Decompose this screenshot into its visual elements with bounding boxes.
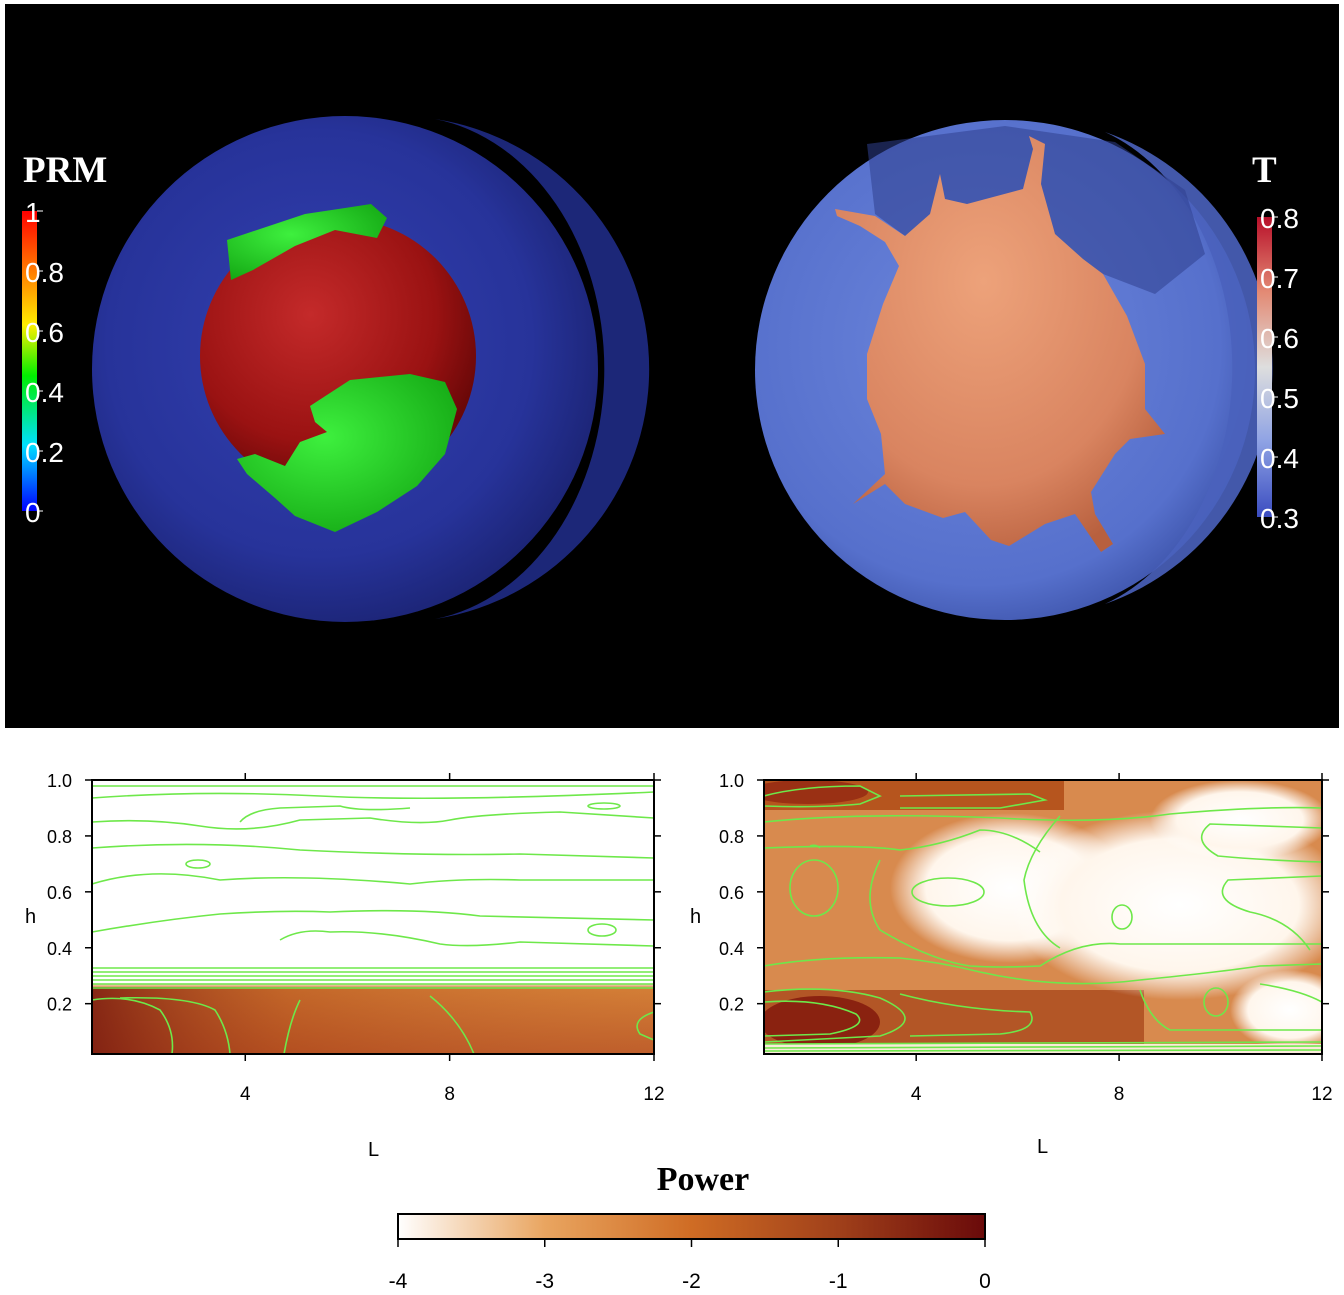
colorbar-tick-label: 0.6 [25, 317, 64, 348]
y-tick-label: 1.0 [719, 771, 744, 791]
right-heatmap: 4 8 12 1.0 0.8 0.6 0.4 0.2 h L [690, 771, 1333, 1158]
render-panel: PRM 1 0.8 0.6 0.4 0.2 0 T 0.8 0.7 0.6 0.5 0.4 0.3 [5, 4, 1339, 728]
t-colorbar-gradient [1257, 217, 1272, 517]
colorbar-tick-label: 0 [25, 497, 41, 528]
colorbar-tick-label: 0.8 [25, 257, 64, 288]
colorbar-tick-label: 0.7 [1260, 263, 1299, 294]
colorbar-tick-label: 1 [25, 197, 41, 228]
colorbar-tick-label: 0.8 [1260, 203, 1299, 234]
left-upper-patch [227, 204, 387, 280]
x-tick-label: 8 [1114, 1084, 1125, 1105]
colorbar-tick-label: 0.3 [1260, 503, 1299, 534]
x-tick-label: 12 [1311, 1084, 1332, 1105]
left-axes: 4 8 12 1.0 0.8 0.6 0.4 0.2 [47, 771, 665, 1105]
left-shell-cut [435, 119, 650, 619]
x-tick-label: 4 [911, 1084, 922, 1105]
colorbar-tick-label: 0.4 [25, 377, 64, 408]
y-tick-label: 1.0 [47, 771, 72, 791]
colorbar-tick-label: 0.2 [25, 437, 64, 468]
left-x-label: L [368, 1139, 379, 1161]
render-svg: PRM 1 0.8 0.6 0.4 0.2 0 T 0.8 0.7 0.6 0.5 0.4 0.3 [22, 116, 1299, 622]
y-tick-label: 0.8 [47, 827, 72, 847]
power-colorbar: Power -4 -3 -2 -1 0 [389, 1161, 991, 1293]
left-lower-patch [237, 374, 457, 532]
right-plot-frame [763, 779, 1323, 1055]
y-tick-label: 0.2 [47, 995, 72, 1015]
right-sphere [755, 120, 1273, 620]
power-tick-label: -4 [389, 1270, 408, 1293]
power-tick-label: -2 [682, 1270, 701, 1293]
left-heatmap-field [92, 780, 654, 1054]
power-colorbar-title: Power [657, 1161, 750, 1198]
right-heatmap-field [764, 780, 1322, 1054]
colorbar-tick-label: 0.5 [1260, 383, 1299, 414]
colorbar-tick-label: 0.4 [1260, 443, 1299, 474]
prm-colorbar-gradient [22, 211, 37, 511]
x-tick-label: 4 [240, 1084, 251, 1105]
left-contours [92, 785, 654, 1054]
t-colorbar-title: T [1252, 150, 1277, 191]
power-colorbar-ticks: -4 -3 -2 -1 0 [389, 1239, 991, 1293]
prm-colorbar: PRM 1 0.8 0.6 0.4 0.2 0 [22, 150, 107, 528]
right-plume [835, 136, 1165, 552]
y-tick-label: 0.4 [47, 939, 72, 959]
power-colorbar-gradient [397, 1213, 986, 1240]
prm-colorbar-title: PRM [23, 150, 107, 191]
colorbar-tick-label: 0.6 [1260, 323, 1299, 354]
left-y-label: h [25, 906, 36, 928]
t-colorbar-ticks: 0.8 0.7 0.6 0.5 0.4 0.3 [1260, 203, 1299, 534]
power-tick-label: -3 [535, 1270, 554, 1293]
x-tick-label: 8 [444, 1084, 455, 1105]
t-colorbar: T 0.8 0.7 0.6 0.5 0.4 0.3 [1252, 150, 1299, 534]
right-shell-cut [1105, 132, 1273, 604]
y-tick-label: 0.8 [719, 827, 744, 847]
left-heatmap: 4 8 12 1.0 0.8 0.6 0.4 0.2 h L [25, 771, 665, 1161]
power-tick-label: -1 [829, 1270, 848, 1293]
y-tick-label: 0.6 [47, 883, 72, 903]
right-y-label: h [690, 906, 701, 928]
power-tick-label: 0 [979, 1270, 991, 1293]
prm-colorbar-ticks: 1 0.8 0.6 0.4 0.2 0 [25, 197, 64, 528]
right-contours [764, 785, 1322, 1052]
left-plot-frame [91, 779, 655, 1055]
x-tick-label: 12 [643, 1084, 664, 1105]
right-x-label: L [1037, 1136, 1048, 1158]
right-axes: 4 8 12 1.0 0.8 0.6 0.4 0.2 [719, 771, 1333, 1105]
y-tick-label: 0.2 [719, 995, 744, 1015]
y-tick-label: 0.6 [719, 883, 744, 903]
left-sphere [92, 116, 650, 622]
y-tick-label: 0.4 [719, 939, 744, 959]
